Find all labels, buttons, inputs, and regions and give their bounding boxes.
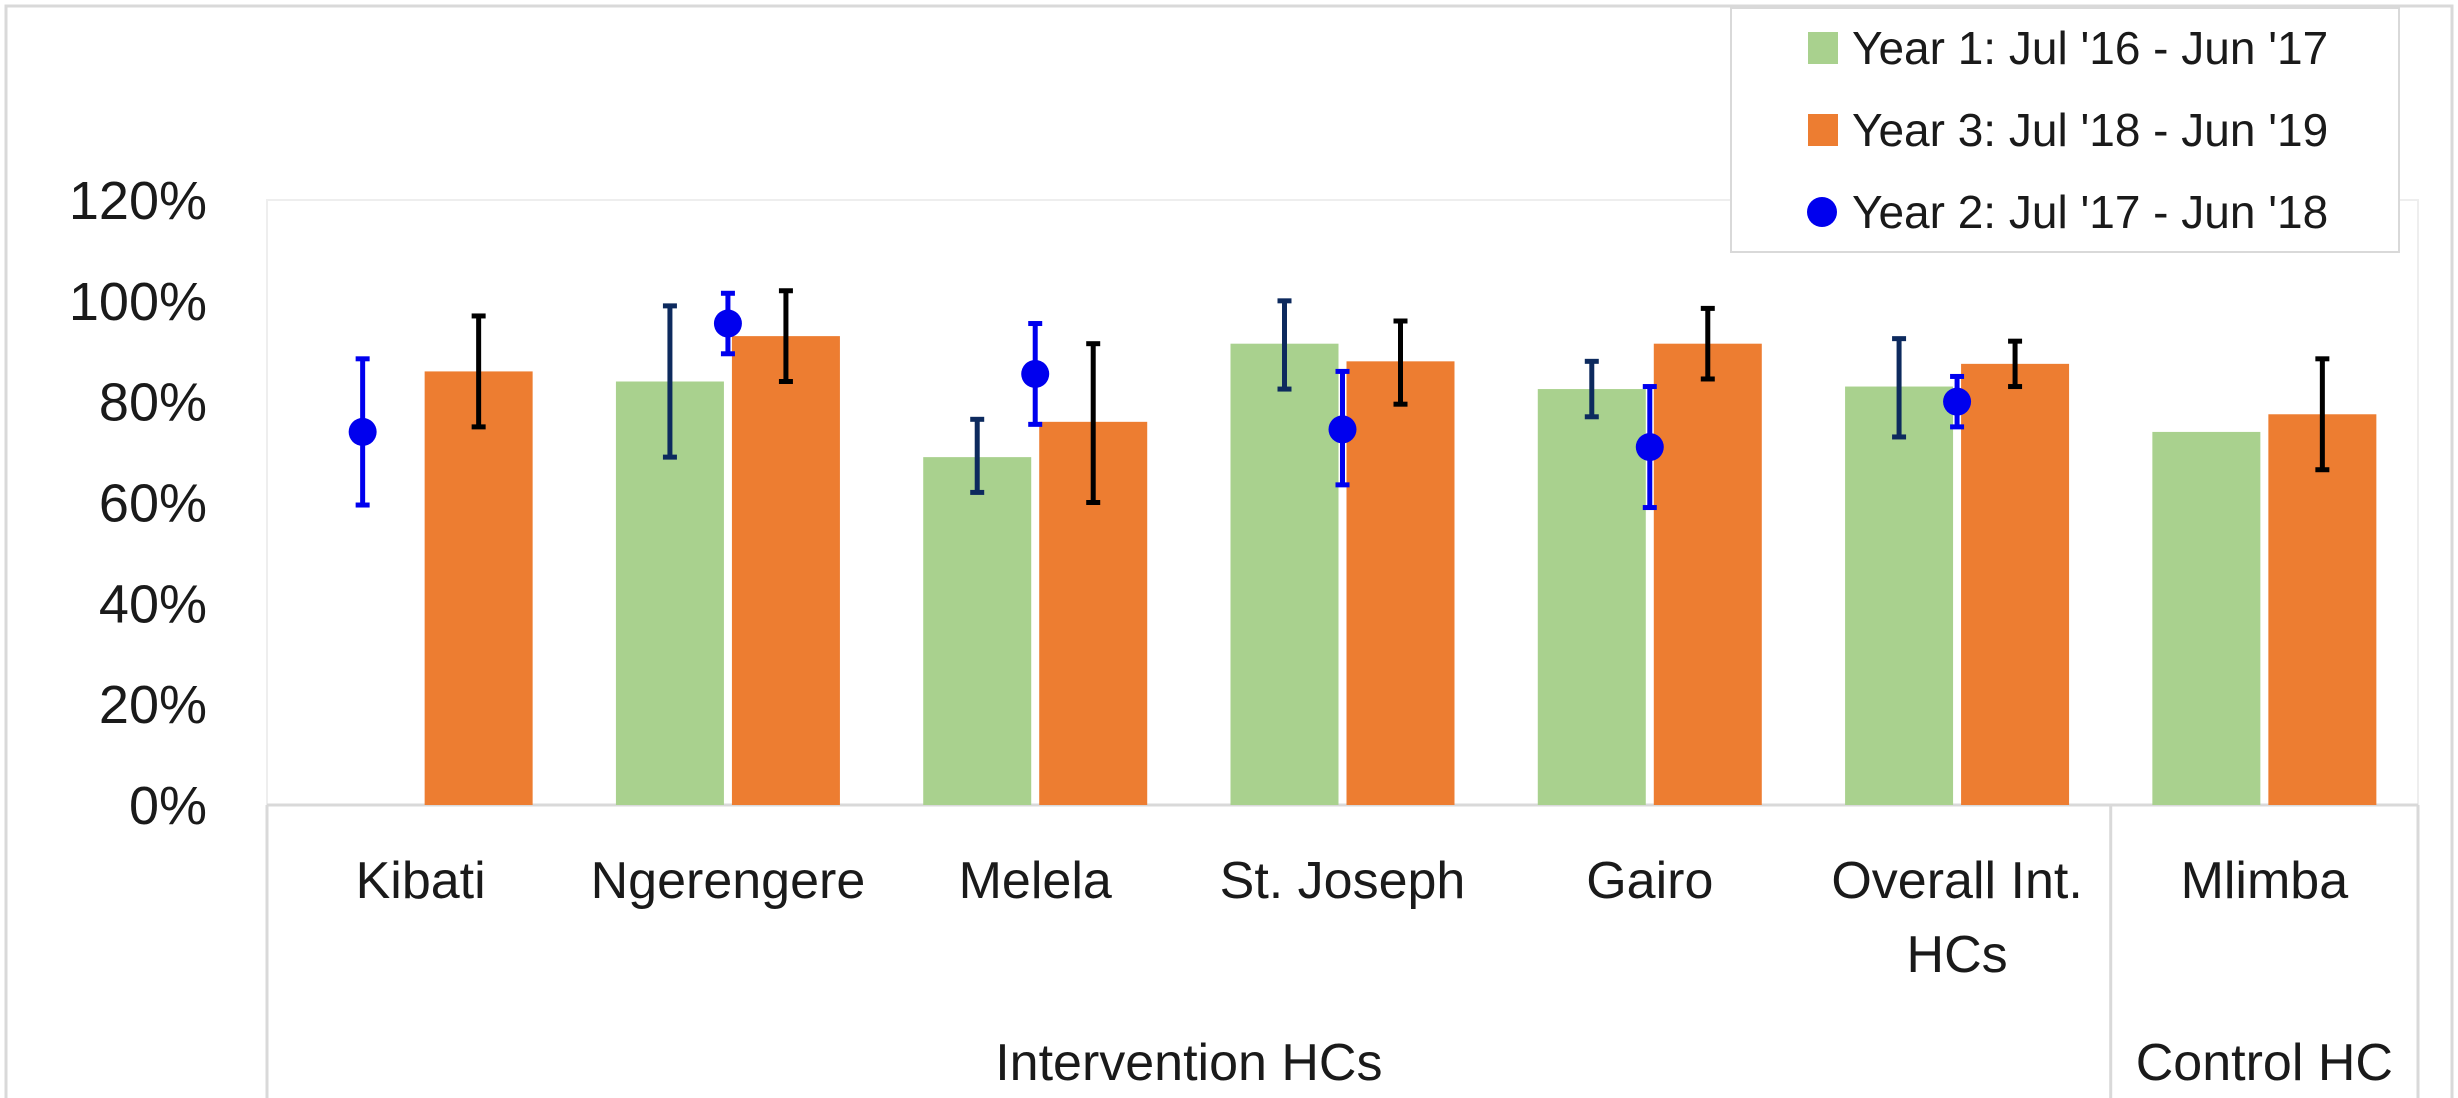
bar-st-joseph-series-1 <box>1346 361 1455 805</box>
bar-overall-int-series-1 <box>1961 363 2070 805</box>
y-tick-label-3: 60% <box>99 474 207 534</box>
category-label-mlimba: Mlimba <box>2181 852 2349 910</box>
category-label-ngerengere: Ngerengere <box>591 852 866 910</box>
point-melela-series-0 <box>1021 359 1050 388</box>
legend-label-2: Year 2: Jul '17 - Jun '18 <box>1852 186 2328 238</box>
category-label-kibati: Kibati <box>356 852 486 910</box>
point-gairo-series-0 <box>1635 433 1664 462</box>
point-overall-int-series-0 <box>1943 387 1972 416</box>
y-tick-label-5: 100% <box>69 272 207 332</box>
point-kibati-series-0 <box>348 417 377 446</box>
legend-marker-1 <box>1808 114 1838 146</box>
legend-label-1: Year 3: Jul '18 - Jun '19 <box>1852 104 2328 156</box>
chart-frame <box>4 4 2454 1098</box>
bar-overall-int-series-0 <box>1845 386 1954 805</box>
category-label-overall-int-line1: HCs <box>1907 926 2008 984</box>
category-label-gairo: Gairo <box>1586 852 1713 910</box>
legend-marker-2 <box>1807 197 1837 227</box>
y-tick-label-2: 40% <box>99 574 207 634</box>
bar-melela-series-0 <box>923 457 1032 805</box>
legend-box <box>1730 7 2400 253</box>
plot-area-frame <box>266 199 2419 806</box>
y-tick-label-6: 120% <box>69 171 207 231</box>
bar-st-joseph-series-0 <box>1230 343 1339 805</box>
y-tick-label-4: 80% <box>99 373 207 433</box>
category-label-melela: Melela <box>959 852 1112 910</box>
legend-label-0: Year 1: Jul '16 - Jun '17 <box>1852 22 2328 74</box>
category-label-st-joseph: St. Joseph <box>1220 852 1466 910</box>
bar-gairo-series-0 <box>1537 389 1646 805</box>
point-ngerengere-series-0 <box>713 309 742 338</box>
y-tick-label-1: 20% <box>99 675 207 735</box>
point-st-joseph-series-0 <box>1328 415 1357 444</box>
group-label-0: Intervention HCs <box>995 1034 1382 1092</box>
bar-kibati-series-1 <box>424 371 533 805</box>
bar-ngerengere-series-1 <box>731 336 840 805</box>
bar-mlimba-series-0 <box>2152 431 2261 805</box>
category-label-overall-int: Overall Int. <box>1831 852 2082 910</box>
y-tick-label-0: 0% <box>129 776 207 836</box>
bar-gairo-series-1 <box>1653 343 1762 805</box>
legend-marker-0 <box>1808 32 1838 64</box>
bar-mlimba-series-1 <box>2268 414 2377 805</box>
group-label-1: Control HC <box>2136 1034 2393 1092</box>
